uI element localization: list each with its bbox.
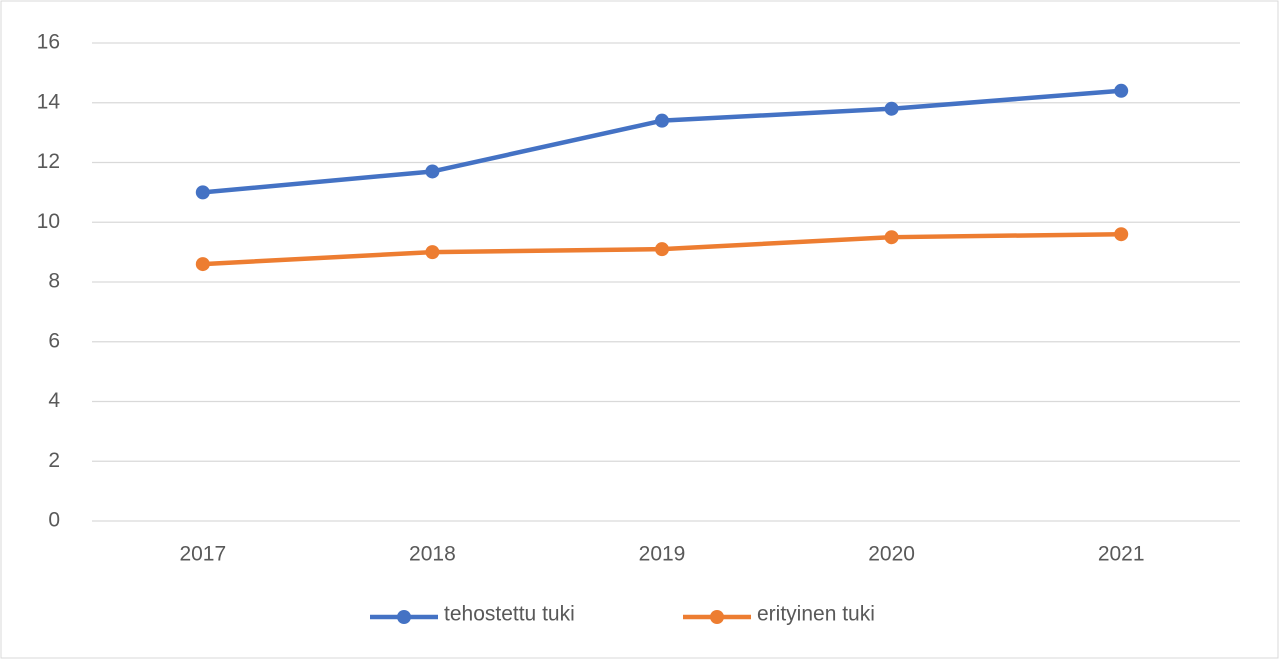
y-tick-label: 4 bbox=[48, 389, 60, 412]
x-tick-label: 2021 bbox=[1098, 543, 1145, 566]
x-tick-label: 2017 bbox=[179, 543, 226, 566]
y-tick-label: 16 bbox=[37, 31, 60, 54]
legend-label: tehostettu tuki bbox=[444, 603, 575, 626]
point bbox=[1114, 227, 1129, 242]
point bbox=[884, 230, 899, 245]
y-tick-label: 10 bbox=[37, 210, 60, 233]
y-tick-label: 8 bbox=[48, 270, 60, 293]
y-tick-label: 14 bbox=[37, 90, 61, 113]
point bbox=[655, 113, 669, 128]
point bbox=[425, 245, 440, 260]
y-tick-label: 0 bbox=[48, 509, 60, 532]
x-tick-label: 2019 bbox=[639, 543, 686, 566]
x-tick-label: 2018 bbox=[409, 543, 456, 566]
y-tick-label: 12 bbox=[37, 150, 60, 173]
legend-marker bbox=[710, 610, 724, 624]
point bbox=[1114, 83, 1129, 98]
point bbox=[884, 101, 899, 116]
legend-marker bbox=[397, 610, 411, 624]
y-tick-label: 2 bbox=[48, 449, 60, 472]
point bbox=[655, 242, 669, 257]
legend-label: erityinen tuki bbox=[757, 603, 875, 626]
point bbox=[195, 257, 210, 272]
y-tick-label: 6 bbox=[48, 329, 60, 352]
x-tick-label: 2020 bbox=[868, 543, 915, 566]
point bbox=[425, 164, 440, 179]
point bbox=[195, 185, 210, 200]
